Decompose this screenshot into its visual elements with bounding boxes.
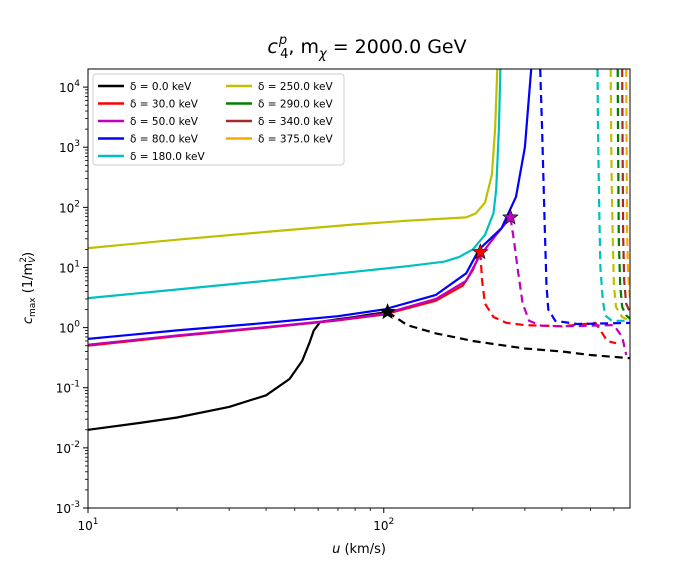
y-tick-label: 10-2 bbox=[56, 440, 80, 456]
legend-label-50-0: δ = 50.0 keV bbox=[130, 116, 199, 128]
legend-frame bbox=[92, 73, 345, 166]
series-250-0-solid-line bbox=[88, 69, 499, 250]
y-tick-label: 102 bbox=[59, 199, 80, 215]
series-50-0-solid-line bbox=[88, 216, 512, 346]
legend-label-180-0: δ = 180.0 keV bbox=[130, 151, 205, 163]
legend-label-0-0: δ = 0.0 keV bbox=[130, 81, 192, 93]
legend-label-30-0: δ = 30.0 keV bbox=[130, 99, 199, 111]
series-50-0-dashed-line bbox=[509, 217, 628, 356]
series-50-0-star-marker bbox=[501, 208, 519, 225]
x-tick-label: 101 bbox=[77, 517, 98, 533]
legend-label-290-0: δ = 290.0 keV bbox=[258, 99, 333, 111]
series-340-0-dashed-line bbox=[621, 69, 630, 313]
series-80-0-solid-line bbox=[88, 69, 533, 340]
legend-label-375-0: δ = 375.0 keV bbox=[258, 134, 333, 146]
legend-label-80-0: δ = 80.0 keV bbox=[130, 134, 199, 146]
series-0-0-star-marker bbox=[379, 303, 397, 320]
x-axis-label: u (km/s) bbox=[332, 542, 386, 557]
y-tick-label: 100 bbox=[59, 320, 80, 336]
y-tick-label: 10-1 bbox=[56, 380, 80, 396]
x-tick-label: 102 bbox=[373, 517, 394, 533]
y-tick-label: 101 bbox=[59, 259, 80, 275]
series-375-0-dashed-line bbox=[625, 69, 630, 299]
series-250-0-dashed-line bbox=[609, 69, 630, 322]
series-290-0-dashed-line bbox=[616, 69, 630, 320]
y-tick-label: 10-3 bbox=[56, 500, 80, 516]
series-30-0-star-marker bbox=[471, 243, 489, 260]
series-0-0-dashed-line bbox=[386, 311, 630, 360]
y-axis-label: cmax (1/mV2) bbox=[19, 252, 38, 324]
series-80-0-dashed-line bbox=[539, 69, 630, 326]
tick-layer: 101 102 10-3 10-2 10-1 100 101 102 103 104 bbox=[56, 79, 615, 533]
legend-label-250-0: δ = 250.0 keV bbox=[258, 81, 333, 93]
y-tick-label: 103 bbox=[59, 139, 80, 155]
series-180-0-dashed-line bbox=[596, 69, 630, 322]
series-180-0-solid-line bbox=[88, 69, 502, 300]
legend: δ = 0.0 keV δ = 30.0 keV δ = 50.0 keV δ = 8… bbox=[92, 73, 345, 166]
legend-label-340-0: δ = 340.0 keV bbox=[258, 116, 333, 128]
series-30-0-dashed-line bbox=[479, 252, 617, 345]
y-tick-label: 104 bbox=[59, 79, 80, 95]
chart-title: cp 4, mχ = 2000.0 GeV bbox=[267, 33, 466, 62]
plot-frame bbox=[87, 68, 631, 509]
marker-layer bbox=[379, 208, 519, 320]
